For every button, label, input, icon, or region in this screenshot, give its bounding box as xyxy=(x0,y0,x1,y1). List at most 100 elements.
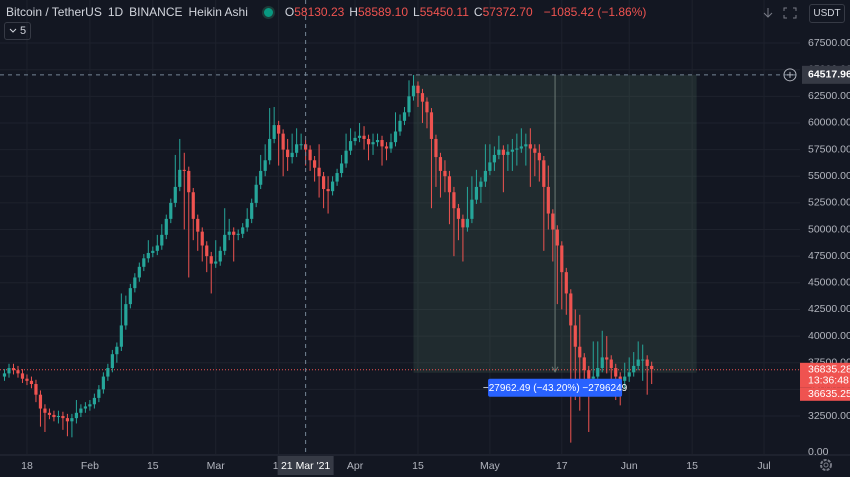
indicator-toggle[interactable]: 5 xyxy=(4,22,31,40)
candle-body xyxy=(110,354,114,369)
candle-body xyxy=(510,149,514,152)
measure-label-bg xyxy=(488,378,623,397)
measure-label: −27962.49 (−43.20%) −2796249 xyxy=(483,383,628,394)
settings-icon[interactable] xyxy=(818,457,834,473)
candle-body xyxy=(564,272,568,294)
candle-body xyxy=(101,376,105,390)
currency-button[interactable]: USDT xyxy=(809,4,845,23)
candle-body xyxy=(268,138,272,161)
x-tick-label: Apr xyxy=(347,460,364,472)
crosshair-date-label: 21 Mar '21 xyxy=(281,460,330,472)
indicator-count: 5 xyxy=(19,25,27,37)
candle-body xyxy=(218,250,222,262)
candle-body xyxy=(389,142,393,149)
candle-body xyxy=(272,125,276,139)
legend-header: Bitcoin / TetherUS 1D BINANCE Heikin Ash… xyxy=(6,5,652,19)
candle-body xyxy=(474,186,479,200)
candle-body xyxy=(366,138,371,145)
interval[interactable]: 1D xyxy=(107,5,124,19)
candle-body xyxy=(11,368,16,371)
countdown-label: 13:36:48 xyxy=(808,375,849,387)
candle-body xyxy=(591,376,595,379)
candle-body xyxy=(128,288,132,305)
candle-body xyxy=(353,137,357,142)
candle-body xyxy=(263,160,267,171)
candle-body xyxy=(223,234,227,251)
candle-body xyxy=(398,120,402,132)
candle-body xyxy=(519,146,523,149)
candle-body xyxy=(56,416,61,418)
candle-body xyxy=(582,357,586,371)
y-tick-label: 42500.00 xyxy=(808,303,850,315)
candle-body xyxy=(515,148,519,150)
candle-body xyxy=(160,234,164,246)
candle-body xyxy=(34,384,38,395)
candle-body xyxy=(169,202,173,219)
candle-body xyxy=(618,376,622,381)
candle-body xyxy=(47,412,52,415)
candle-body xyxy=(645,359,649,366)
candle-body xyxy=(587,370,591,379)
candle-body xyxy=(407,96,411,113)
x-tick-label: May xyxy=(480,460,501,472)
candle-body xyxy=(488,162,492,171)
candle-body xyxy=(434,138,438,158)
symbol[interactable]: Bitcoin / TetherUS xyxy=(6,5,102,19)
candle-body xyxy=(25,378,29,381)
candle-body xyxy=(227,231,231,235)
candle-body xyxy=(542,160,546,187)
candle-body xyxy=(196,218,200,232)
candle-body xyxy=(119,325,123,347)
candle-body xyxy=(641,359,645,361)
ohlc-value: 58589.10 xyxy=(357,5,409,19)
x-tick-label: Mar xyxy=(207,460,226,472)
candle-body xyxy=(133,277,137,289)
candle-body xyxy=(164,218,168,235)
candle-body xyxy=(205,245,209,257)
candle-body xyxy=(7,368,11,374)
candle-body xyxy=(20,373,25,379)
candle-body xyxy=(501,149,505,155)
candle-body xyxy=(555,229,559,246)
candle-body xyxy=(142,258,146,267)
x-tick-label: Feb xyxy=(81,460,99,472)
candle-body xyxy=(236,233,240,235)
candle-body xyxy=(286,149,290,158)
candle-body xyxy=(578,346,582,358)
last-price-label: 36835.28 xyxy=(808,364,850,376)
candle-body xyxy=(124,304,128,326)
crosshair-price-label: 64517.96 xyxy=(808,69,850,81)
candle-body xyxy=(178,169,182,187)
candle-body xyxy=(551,213,555,230)
candle-body xyxy=(241,227,245,234)
candle-body xyxy=(200,231,204,246)
last-price-bg xyxy=(800,362,850,388)
y-tick-label: 45000.00 xyxy=(808,277,850,289)
candle-body xyxy=(465,218,470,228)
change: −1085.42 (−1.86%) xyxy=(543,5,647,19)
candle-body xyxy=(348,141,353,151)
candle-body xyxy=(425,101,429,113)
candle-body xyxy=(151,250,155,253)
candle-body xyxy=(393,131,398,143)
candle-body xyxy=(344,150,348,164)
candle-body xyxy=(281,133,285,150)
candle-body xyxy=(537,152,541,161)
candle-body xyxy=(627,372,631,377)
candle-body xyxy=(137,266,141,278)
candle-body xyxy=(461,218,465,228)
y-tick-label: 47500.00 xyxy=(808,250,850,262)
candle-body xyxy=(290,152,294,158)
download-icon[interactable] xyxy=(763,8,773,18)
x-tick-label: 18 xyxy=(21,460,33,472)
y-axis-footer-label: 0.00 xyxy=(808,446,829,458)
candle-body xyxy=(79,408,83,413)
candle-body xyxy=(362,135,366,139)
candle-body xyxy=(524,144,528,147)
fullscreen-icon[interactable] xyxy=(783,7,797,19)
candle-body xyxy=(191,192,195,219)
candle-body xyxy=(371,142,375,145)
candle-body xyxy=(605,357,609,360)
candle-body xyxy=(623,376,627,381)
